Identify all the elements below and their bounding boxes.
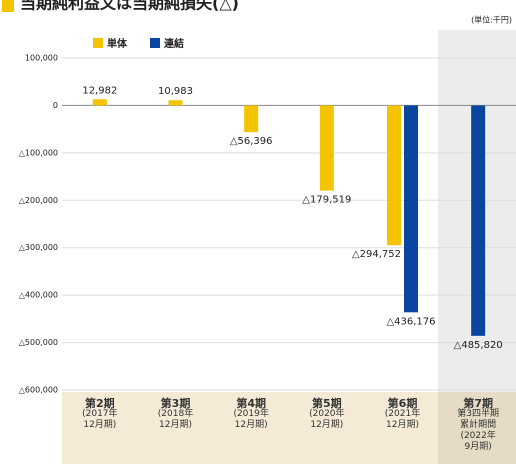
x-tick-label: 第2期 (2017年 12月期) xyxy=(82,397,118,430)
bar xyxy=(244,105,259,133)
x-tick-label: 第4期 (2019年 12月期) xyxy=(233,397,269,430)
legend-swatch xyxy=(150,38,160,48)
value-label: △179,519 xyxy=(302,195,351,206)
value-label: △56,396 xyxy=(230,136,273,147)
legend-label: 単体 xyxy=(107,37,128,50)
unit-label: (単位:千円) xyxy=(471,15,512,25)
y-tick-label: △200,000 xyxy=(19,196,58,205)
value-label: △485,820 xyxy=(454,340,503,351)
bar xyxy=(168,100,183,106)
y-tick-label: △400,000 xyxy=(19,291,58,300)
category-band xyxy=(62,392,438,464)
y-tick-label: △500,000 xyxy=(19,338,58,347)
chart-title: 当期純利益又は当期純損失(△) xyxy=(20,0,239,13)
y-tick-label: △300,000 xyxy=(19,243,58,252)
bar xyxy=(404,105,418,313)
y-tick-label: 0 xyxy=(53,101,58,110)
value-label: 10,983 xyxy=(158,86,193,97)
y-tick-label: △600,000 xyxy=(19,386,58,395)
x-tick-label: 第5期 (2020年 12月期) xyxy=(309,397,345,430)
value-label: △436,176 xyxy=(386,316,435,327)
bar xyxy=(387,105,401,246)
x-tick-label: 第7期 第3四半期 累計期間 (2022年 9月期) xyxy=(457,397,500,452)
title-marker xyxy=(2,0,14,12)
value-label: △294,752 xyxy=(352,249,401,260)
bar xyxy=(92,99,107,106)
legend-swatch xyxy=(93,38,103,48)
bar xyxy=(319,105,334,191)
y-tick-label: 100,000 xyxy=(25,54,58,63)
value-label: 12,982 xyxy=(82,85,117,96)
bar xyxy=(471,105,486,336)
x-tick-label: 第6期 (2021年 12月期) xyxy=(384,397,421,430)
x-tick-label: 第3期 (2018年 12月期) xyxy=(157,397,194,430)
category-band xyxy=(438,392,516,464)
legend-label: 連結 xyxy=(164,37,184,50)
y-tick-label: △100,000 xyxy=(19,148,58,157)
